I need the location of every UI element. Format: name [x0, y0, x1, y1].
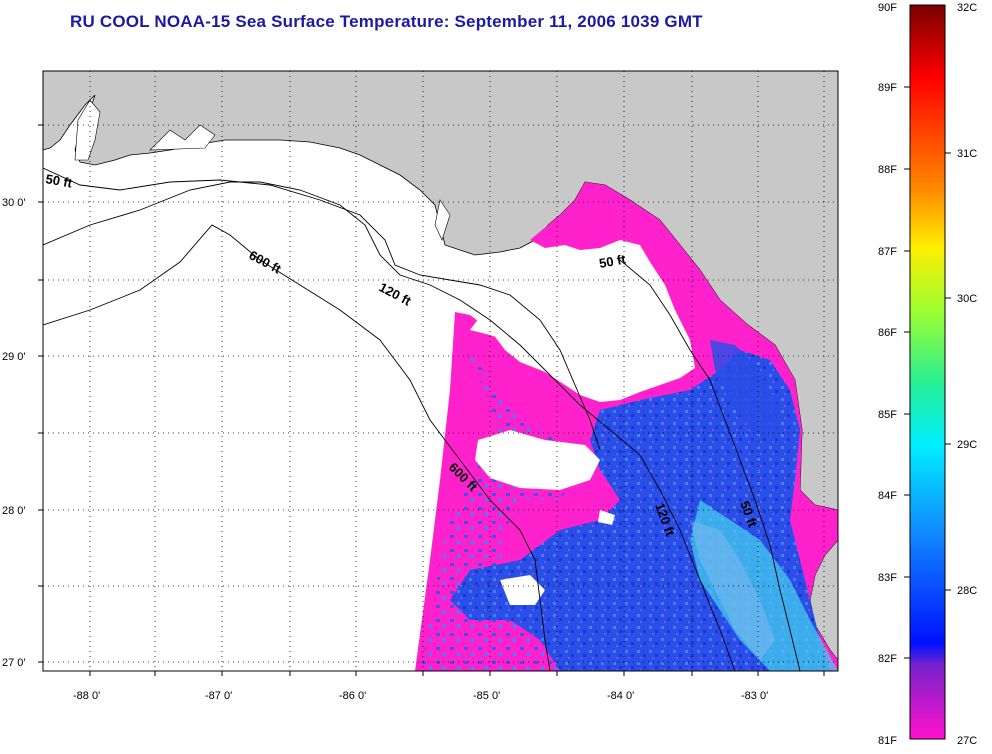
map-title: RU COOL NOAA-15 Sea Surface Temperature:… [70, 12, 703, 31]
lat-label: 27 0' [2, 657, 26, 669]
lon-label: -83 0' [741, 690, 768, 702]
map-frame [42, 70, 839, 672]
mobile-bay [74, 99, 101, 161]
contour-120ft [43, 181, 736, 671]
lon-label: -85 0' [473, 690, 500, 702]
contour-nearshore-50ft [619, 259, 801, 671]
graticule [43, 71, 838, 671]
contour-50ft [43, 167, 601, 451]
lon-label: -88 0' [73, 690, 100, 702]
lon-label: -87 0' [205, 690, 232, 702]
sst-swath [415, 182, 838, 671]
contour-label: 50 ft [44, 171, 74, 191]
lon-label: -86 0' [339, 690, 366, 702]
contour-label: 50 ft [598, 251, 628, 271]
lat-label: 29 0' [2, 351, 26, 363]
lon-label: -84 0' [607, 690, 634, 702]
choctaw-bay [434, 199, 451, 241]
pensacola-bay [149, 124, 216, 151]
contour-600ft [43, 224, 551, 671]
lat-label: 30 0' [2, 197, 26, 209]
lat-label: 28 0' [2, 505, 26, 517]
